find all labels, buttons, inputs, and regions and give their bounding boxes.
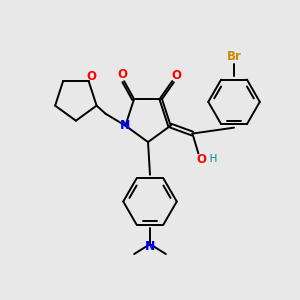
Text: N: N (120, 119, 130, 132)
Text: O: O (87, 70, 97, 83)
Text: Br: Br (226, 50, 242, 63)
Text: O: O (172, 69, 182, 82)
Text: O: O (117, 68, 127, 81)
Text: O: O (196, 153, 206, 166)
Text: · H: · H (203, 154, 218, 164)
Text: N: N (145, 240, 155, 253)
